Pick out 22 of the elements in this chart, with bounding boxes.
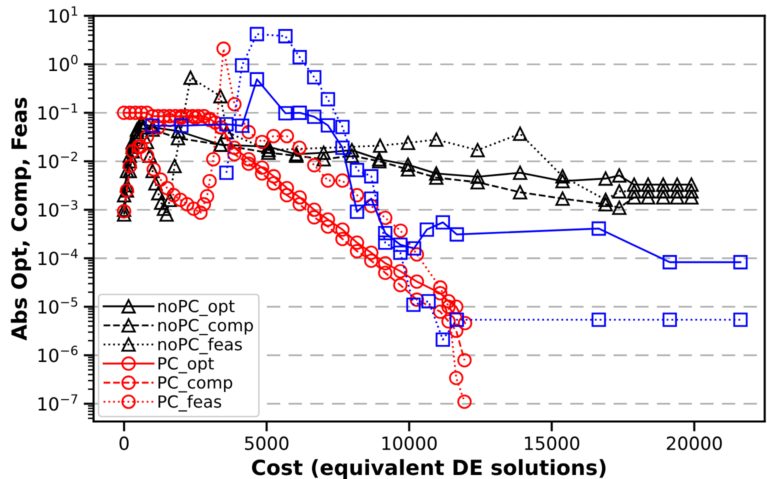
x-tick-label: 20000 — [666, 436, 722, 450]
legend-label: noPC_opt — [158, 300, 235, 316]
y-tick-label: 10$^{1}$ — [49, 6, 78, 23]
x-tick-label: 5000 — [245, 436, 288, 450]
x-tick-label: 10000 — [382, 436, 437, 450]
legend-label: noPC_comp — [158, 318, 253, 336]
legend-label: noPC_feas — [158, 338, 242, 354]
y-tick-label: 10$^{−1}$ — [38, 103, 78, 120]
x-tick-label: 0 — [120, 436, 129, 450]
y-tick-label: 10$^{−5}$ — [38, 297, 78, 314]
y-tick-label: 10$^{0}$ — [49, 54, 78, 72]
legend-label: PC_comp — [158, 376, 232, 392]
x-tick-label: 15000 — [524, 436, 580, 450]
legend-label: PC_opt — [158, 357, 214, 374]
y-tick-label: 10$^{−7}$ — [38, 394, 78, 411]
y-tick-label: 10$^{−2}$ — [38, 152, 78, 168]
legend-label: PC_feas — [158, 394, 222, 412]
y-axis-title: Abs Opt, Comp, Feas — [10, 98, 32, 340]
y-tick-label: 10$^{−3}$ — [38, 200, 78, 217]
y-tick-label: 10$^{−4}$ — [38, 248, 78, 266]
y-tick-label: 10$^{−6}$ — [38, 346, 78, 362]
x-axis-title: Cost (equivalent DE solutions) — [252, 459, 606, 479]
